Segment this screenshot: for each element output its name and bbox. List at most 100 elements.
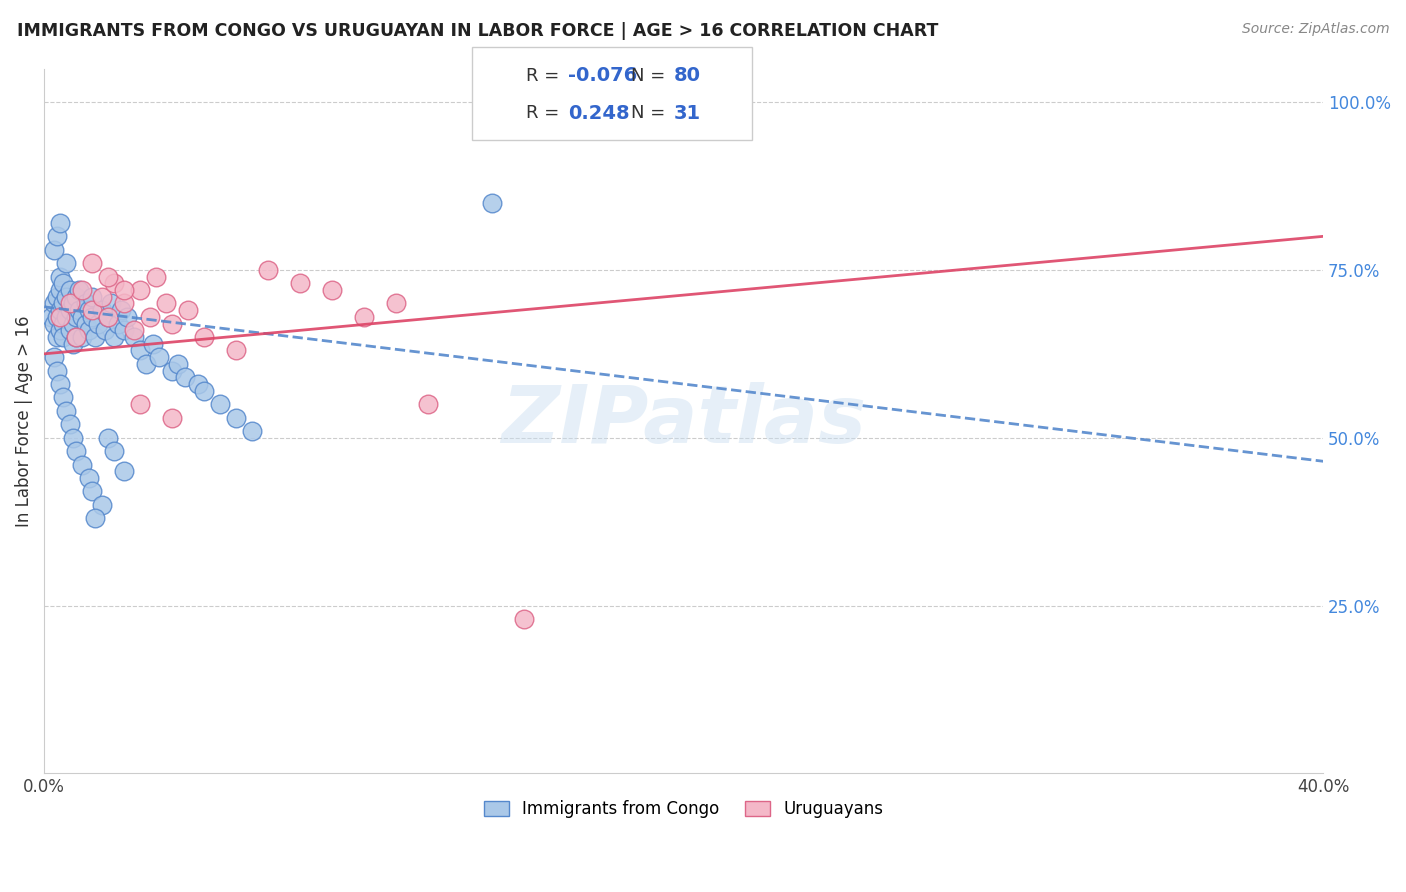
Point	[62, 336, 84, 351]
Point	[84, 330, 107, 344]
Legend: Immigrants from Congo, Uruguayans: Immigrants from Congo, Uruguayans	[478, 794, 890, 825]
Point	[42, 317, 65, 331]
Text: 80: 80	[673, 66, 700, 86]
Text: N =: N =	[631, 67, 671, 85]
Point	[52, 330, 75, 344]
Point	[160, 363, 183, 377]
Point	[225, 410, 247, 425]
Point	[80, 484, 103, 499]
Text: N =: N =	[631, 104, 671, 122]
Point	[80, 303, 103, 318]
Point	[65, 330, 87, 344]
Point	[240, 424, 263, 438]
Point	[52, 317, 75, 331]
Point	[160, 410, 183, 425]
Point	[129, 343, 152, 358]
Point	[155, 296, 177, 310]
Point	[59, 417, 82, 432]
Point	[59, 283, 82, 297]
Point	[117, 310, 139, 324]
Point	[80, 290, 103, 304]
Text: R =: R =	[526, 67, 565, 85]
Point	[385, 296, 408, 310]
Text: R =: R =	[526, 104, 565, 122]
Point	[55, 310, 77, 324]
Point	[160, 317, 183, 331]
Point	[193, 384, 215, 398]
Y-axis label: In Labor Force | Age > 16: In Labor Force | Age > 16	[15, 315, 32, 526]
Point	[173, 370, 195, 384]
Point	[90, 303, 112, 318]
Point	[257, 263, 280, 277]
Point	[62, 317, 84, 331]
Point	[87, 317, 110, 331]
Point	[145, 269, 167, 284]
Point	[72, 330, 94, 344]
Point	[49, 283, 72, 297]
Point	[75, 296, 97, 310]
Point	[122, 330, 145, 344]
Text: -0.076: -0.076	[568, 66, 637, 86]
Point	[609, 115, 631, 129]
Point	[52, 277, 75, 291]
Point	[481, 195, 503, 210]
Point	[97, 269, 120, 284]
Point	[39, 310, 62, 324]
Point	[59, 323, 82, 337]
Point	[103, 444, 125, 458]
Point	[62, 296, 84, 310]
Point	[52, 296, 75, 310]
Point	[80, 310, 103, 324]
Point	[129, 397, 152, 411]
Point	[112, 323, 135, 337]
Point	[77, 323, 100, 337]
Point	[112, 283, 135, 297]
Point	[100, 296, 122, 310]
Point	[45, 330, 67, 344]
Point	[77, 471, 100, 485]
Point	[49, 377, 72, 392]
Point	[80, 256, 103, 270]
Point	[513, 612, 536, 626]
Point	[65, 290, 87, 304]
Text: IMMIGRANTS FROM CONGO VS URUGUAYAN IN LABOR FORCE | AGE > 16 CORRELATION CHART: IMMIGRANTS FROM CONGO VS URUGUAYAN IN LA…	[17, 22, 938, 40]
Point	[225, 343, 247, 358]
Point	[103, 330, 125, 344]
Point	[72, 458, 94, 472]
Point	[55, 256, 77, 270]
Point	[65, 310, 87, 324]
Point	[148, 350, 170, 364]
Point	[59, 303, 82, 318]
Point	[97, 310, 120, 324]
Text: Source: ZipAtlas.com: Source: ZipAtlas.com	[1241, 22, 1389, 37]
Point	[110, 303, 132, 318]
Point	[107, 317, 129, 331]
Point	[75, 317, 97, 331]
Point	[62, 431, 84, 445]
Point	[208, 397, 231, 411]
Point	[122, 323, 145, 337]
Point	[55, 290, 77, 304]
Point	[97, 431, 120, 445]
Point	[55, 404, 77, 418]
Point	[97, 310, 120, 324]
Point	[42, 296, 65, 310]
Point	[72, 310, 94, 324]
Point	[42, 350, 65, 364]
Point	[49, 323, 72, 337]
Point	[142, 336, 165, 351]
Point	[45, 229, 67, 244]
Point	[84, 511, 107, 525]
Point	[77, 303, 100, 318]
Point	[135, 357, 157, 371]
Point	[321, 283, 343, 297]
Point	[177, 303, 200, 318]
Point	[187, 377, 209, 392]
Point	[67, 303, 90, 318]
Point	[90, 290, 112, 304]
Point	[59, 296, 82, 310]
Point	[90, 498, 112, 512]
Point	[65, 330, 87, 344]
Point	[49, 310, 72, 324]
Point	[193, 330, 215, 344]
